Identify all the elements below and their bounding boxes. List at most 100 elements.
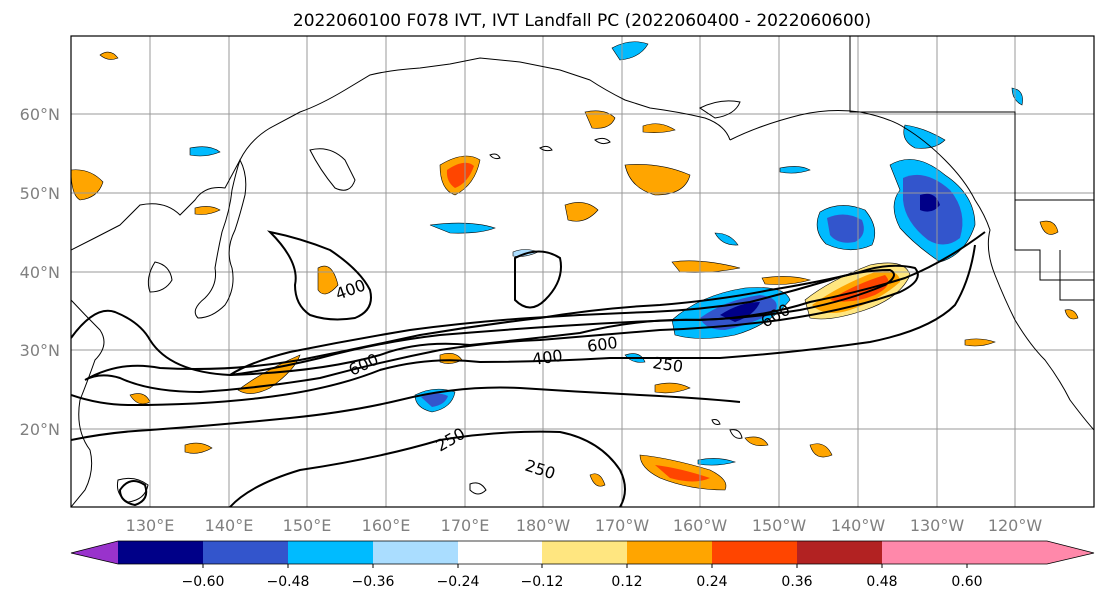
negative-anomaly-blobs bbox=[189, 41, 1023, 466]
ivt-contours bbox=[71, 230, 986, 507]
lon-label: 150°W bbox=[752, 516, 807, 535]
ivt-contour-400 bbox=[84, 264, 919, 394]
colorbar-tick-label: 0.48 bbox=[866, 574, 897, 590]
lon-label: 160°W bbox=[673, 516, 728, 535]
aleutian-island bbox=[539, 145, 553, 152]
contour-label: 400 bbox=[531, 346, 564, 369]
hawaii-island bbox=[711, 419, 721, 425]
negative-blob bbox=[421, 393, 448, 407]
colorbar-segment bbox=[797, 541, 882, 564]
positive-blob bbox=[654, 382, 691, 394]
positive-blob bbox=[1064, 309, 1079, 320]
negative-blob bbox=[779, 166, 811, 174]
negative-blob bbox=[714, 232, 739, 246]
negative-blob bbox=[903, 124, 946, 149]
state-border bbox=[1014, 200, 1094, 281]
colorbar-extend-low bbox=[71, 541, 118, 564]
coastlines bbox=[71, 57, 1094, 507]
colorbar-segment bbox=[288, 541, 373, 564]
contour-label: 600 bbox=[586, 333, 619, 356]
colorbar-segment bbox=[458, 541, 542, 564]
longitude-labels: 130°E 140°E 150°E 160°E 170°E 180°W 170°… bbox=[126, 516, 1043, 535]
positive-blob bbox=[71, 169, 104, 201]
korea-coast bbox=[147, 261, 173, 293]
positive-blob bbox=[584, 110, 616, 129]
lon-label: 180°W bbox=[516, 516, 571, 535]
colorbar: −0.60 −0.48 −0.36 −0.24 −0.12 0.12 0.24 … bbox=[70, 540, 1095, 590]
colorbar-ticks bbox=[202, 564, 968, 568]
colorbar-segment bbox=[627, 541, 712, 564]
ivt-contour-250 bbox=[71, 386, 741, 441]
negative-blob bbox=[429, 222, 496, 234]
lon-label: 160°E bbox=[362, 516, 411, 535]
positive-blob bbox=[446, 162, 474, 188]
ivt-contour-250 bbox=[514, 250, 562, 309]
positive-blob bbox=[184, 442, 213, 454]
colorbar-tick-label: 0.60 bbox=[951, 574, 982, 590]
negative-blob bbox=[697, 458, 737, 466]
colorbar-tick-label: 0.36 bbox=[781, 574, 812, 590]
colorbar-outline bbox=[70, 540, 1095, 565]
colorbar-segment bbox=[373, 541, 458, 564]
negative-blob bbox=[611, 41, 649, 61]
positive-blob bbox=[809, 443, 833, 458]
colorbar-segment bbox=[118, 541, 203, 564]
us-canada-border bbox=[849, 36, 1094, 201]
positive-blob bbox=[99, 51, 119, 60]
colorbar-segment bbox=[712, 541, 797, 564]
colorbar-tick-label: −0.60 bbox=[182, 574, 225, 590]
colorbar-tick-label: 0.24 bbox=[696, 574, 727, 590]
north-america-coast bbox=[729, 110, 1094, 431]
positive-blob bbox=[624, 164, 691, 196]
lat-label: 40°N bbox=[20, 263, 60, 282]
positive-blob bbox=[964, 338, 996, 347]
lat-label: 20°N bbox=[20, 420, 60, 439]
positive-blob bbox=[642, 123, 676, 133]
kamchatka-coast bbox=[309, 148, 356, 191]
state-border bbox=[1059, 250, 1094, 301]
colorbar-tick-label: −0.12 bbox=[521, 574, 564, 590]
island-coast bbox=[469, 482, 487, 495]
aleutian-island bbox=[594, 137, 611, 145]
colorbar-tick-label: 0.12 bbox=[611, 574, 642, 590]
ivt-contour-600 bbox=[229, 268, 895, 376]
contour-labels: 400 600 600 400 600 250 250 250 bbox=[333, 275, 794, 483]
ivt-contour-400 bbox=[266, 230, 372, 321]
taiwan-coast bbox=[117, 477, 149, 503]
colorbar-segment bbox=[542, 541, 627, 564]
contour-label: 250 bbox=[651, 353, 684, 376]
asia-alaska-coast bbox=[71, 57, 731, 251]
colorbar-segment bbox=[203, 541, 288, 564]
negative-blob bbox=[189, 146, 221, 157]
alaska-island bbox=[699, 100, 741, 119]
positive-blob bbox=[589, 473, 606, 487]
lon-label: 120°W bbox=[988, 516, 1043, 535]
aleutian-island bbox=[489, 153, 501, 160]
lon-label: 170°W bbox=[595, 516, 650, 535]
map-panel: 400 600 600 400 600 250 250 250 bbox=[71, 36, 1094, 507]
latitude-labels: 60°N 50°N 40°N 30°N 20°N bbox=[20, 105, 60, 439]
ivt-contour-250 bbox=[118, 480, 148, 507]
negative-blob bbox=[920, 193, 940, 212]
negative-blob bbox=[827, 214, 864, 243]
map-frame bbox=[70, 35, 1095, 508]
lon-label: 130°E bbox=[126, 516, 175, 535]
positive-blob bbox=[744, 436, 769, 446]
colorbar-segment bbox=[882, 541, 967, 564]
colorbar-tick-labels: −0.60 −0.48 −0.36 −0.24 −0.12 0.12 0.24 … bbox=[182, 574, 983, 590]
positive-blob bbox=[194, 206, 221, 215]
colorbar-tick-label: −0.48 bbox=[267, 574, 310, 590]
positive-blob bbox=[655, 465, 710, 482]
lon-label: 130°W bbox=[910, 516, 965, 535]
positive-blob bbox=[317, 265, 339, 295]
positive-blob bbox=[564, 202, 599, 222]
colorbar-tick-label: −0.36 bbox=[352, 574, 395, 590]
lat-label: 30°N bbox=[20, 341, 60, 360]
boundaries bbox=[849, 36, 1094, 301]
lon-label: 170°E bbox=[441, 516, 490, 535]
lon-label: 140°W bbox=[831, 516, 886, 535]
japan-coast bbox=[194, 158, 247, 319]
hawaii-island bbox=[729, 429, 743, 439]
china-coast bbox=[71, 299, 105, 507]
